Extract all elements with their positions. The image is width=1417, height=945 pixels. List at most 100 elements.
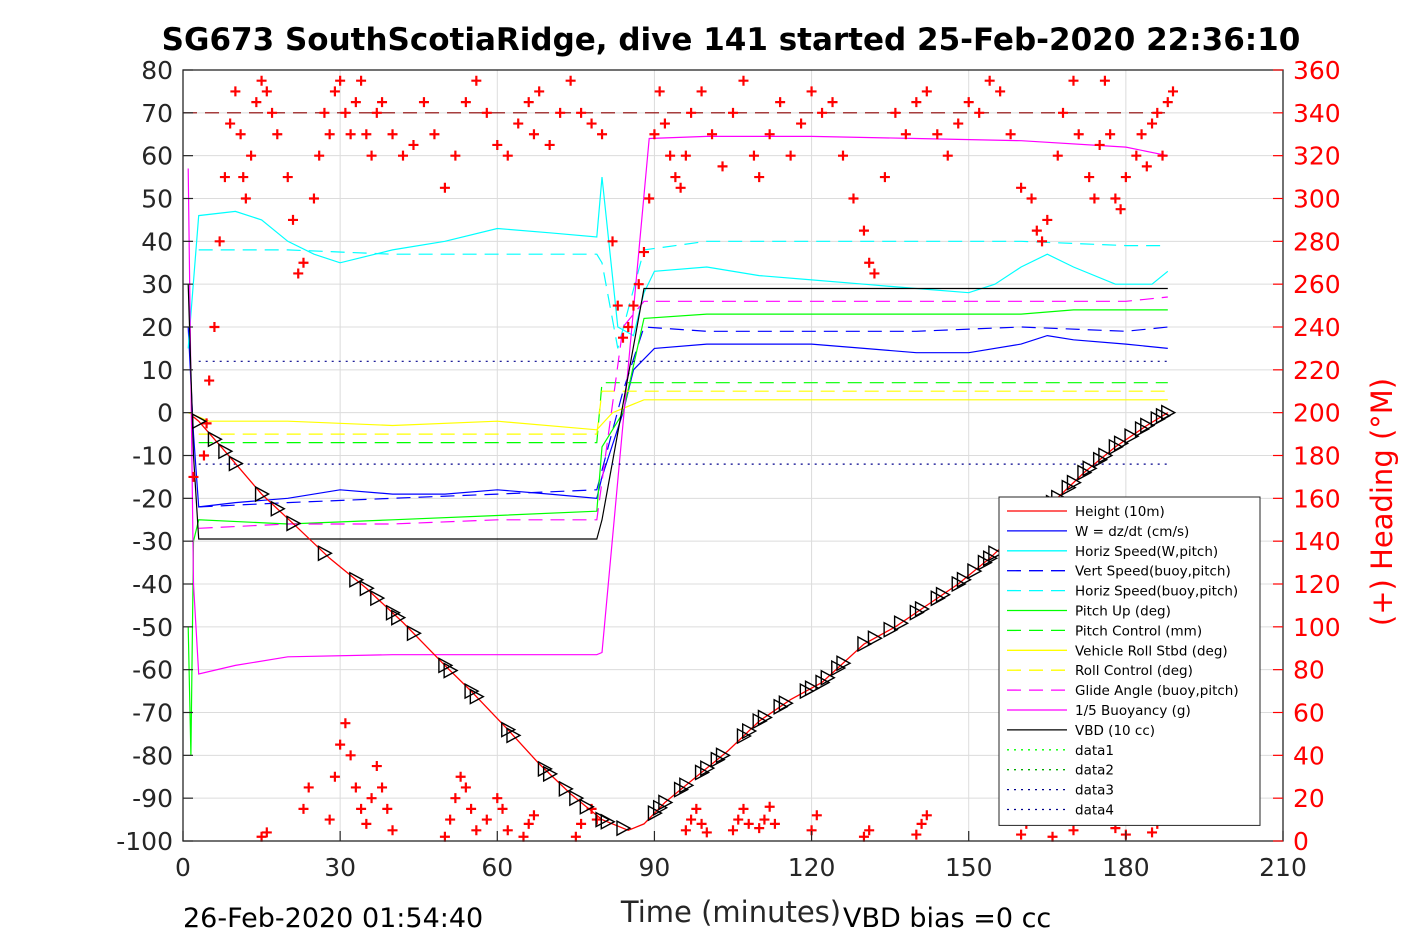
x-tick-label: 180 — [1102, 853, 1150, 882]
chart-title: SG673 SouthScotiaRidge, dive 141 started… — [162, 22, 1301, 58]
heading-point — [916, 818, 927, 829]
heading-point — [576, 107, 587, 118]
depth-marker — [857, 635, 873, 653]
legend-item: data1 — [1075, 743, 1114, 759]
heading-point — [869, 268, 880, 279]
depth-marker — [700, 760, 716, 777]
depth-marker — [988, 545, 1004, 562]
heading-point — [481, 107, 492, 118]
depth-marker — [542, 765, 559, 783]
heading-point — [759, 814, 770, 825]
heading-point — [796, 118, 807, 129]
heading-point — [497, 803, 508, 814]
y-tick-label: -70 — [132, 699, 173, 728]
legend-item: Horiz Speed(buoy,pitch) — [1075, 584, 1238, 600]
depth-marker — [207, 431, 223, 448]
depth-marker — [815, 674, 831, 691]
heading-point — [691, 803, 702, 814]
heading-point — [1131, 150, 1142, 161]
heading-point — [1068, 825, 1079, 836]
heading-point — [1005, 129, 1016, 140]
legend-item: W = dz/dt (cm/s) — [1075, 524, 1189, 540]
depth-marker — [742, 722, 758, 740]
heading-point — [748, 150, 759, 161]
heading-point — [738, 75, 749, 86]
heading-point — [335, 739, 346, 750]
y-tick-label: 0 — [157, 399, 173, 428]
heading-point — [1168, 86, 1178, 97]
heading-point — [775, 97, 786, 108]
heading-point — [1031, 225, 1042, 236]
y-tick-label: -100 — [116, 827, 173, 856]
heading-point — [607, 236, 618, 247]
depth-marker — [469, 688, 485, 705]
heading-point — [879, 172, 890, 183]
y-right-tick-label: 60 — [1293, 699, 1325, 728]
heading-point — [953, 118, 964, 129]
depth-marker — [757, 709, 773, 726]
y-right-tick-label: 280 — [1293, 227, 1341, 256]
heading-point — [366, 150, 377, 161]
heading-point — [974, 107, 985, 118]
heading-point — [1052, 150, 1063, 161]
heading-point — [251, 97, 262, 108]
heading-point — [523, 818, 534, 829]
y-right-tick-label: 360 — [1293, 56, 1341, 85]
x-tick-label: 30 — [324, 853, 356, 882]
y-tick-label: 30 — [141, 270, 173, 299]
depth-marker — [192, 413, 208, 430]
heading-point — [1115, 204, 1126, 215]
heading-point — [785, 150, 796, 161]
heading-point — [1089, 193, 1100, 204]
heading-point — [534, 86, 545, 97]
heading-point — [267, 107, 278, 118]
depth-marker — [359, 580, 375, 597]
heading-point — [555, 107, 566, 118]
depth-marker — [443, 662, 459, 679]
y-right-tick-label: 160 — [1293, 484, 1341, 513]
heading-point — [701, 827, 712, 838]
heading-point — [1026, 193, 1037, 204]
depth-marker — [658, 794, 674, 811]
depth-marker — [883, 621, 899, 638]
heading-point — [858, 831, 869, 842]
heading-point — [324, 129, 335, 140]
depth-marker — [501, 721, 517, 738]
heading-point — [356, 803, 367, 814]
heading-point — [576, 818, 587, 829]
depth-marker — [778, 695, 794, 712]
depth-marker — [935, 586, 952, 603]
x-tick-label: 90 — [639, 853, 671, 882]
heading-point — [361, 129, 372, 140]
heading-point — [591, 814, 602, 825]
depth-marker — [977, 554, 993, 571]
heading-point — [707, 129, 718, 140]
heading-point — [345, 129, 356, 140]
heading-point — [340, 107, 351, 118]
heading-point — [377, 782, 388, 793]
depth-marker — [836, 655, 852, 672]
heading-point — [256, 75, 267, 86]
depth-marker — [391, 609, 407, 626]
heading-point — [528, 810, 539, 821]
heading-point — [1084, 172, 1095, 183]
heading-point — [565, 75, 576, 86]
heading-point — [439, 182, 450, 193]
heading-point — [638, 247, 649, 258]
heading-point — [738, 803, 749, 814]
heading-point — [298, 803, 309, 814]
depth-marker — [982, 550, 999, 567]
series-line — [198, 296, 1168, 529]
heading-point — [754, 172, 765, 183]
depth-marker — [506, 727, 522, 744]
y-right-tick-label: 40 — [1293, 741, 1325, 770]
heading-point — [1147, 118, 1158, 129]
y-tick-label: 40 — [141, 227, 173, 256]
heading-point — [466, 803, 477, 814]
depth-marker — [349, 571, 365, 588]
heading-point — [345, 750, 356, 761]
y-right-tick-label: 0 — [1293, 827, 1309, 856]
heading-point — [408, 139, 419, 150]
heading-point — [1110, 193, 1121, 204]
depth-marker — [218, 443, 234, 460]
